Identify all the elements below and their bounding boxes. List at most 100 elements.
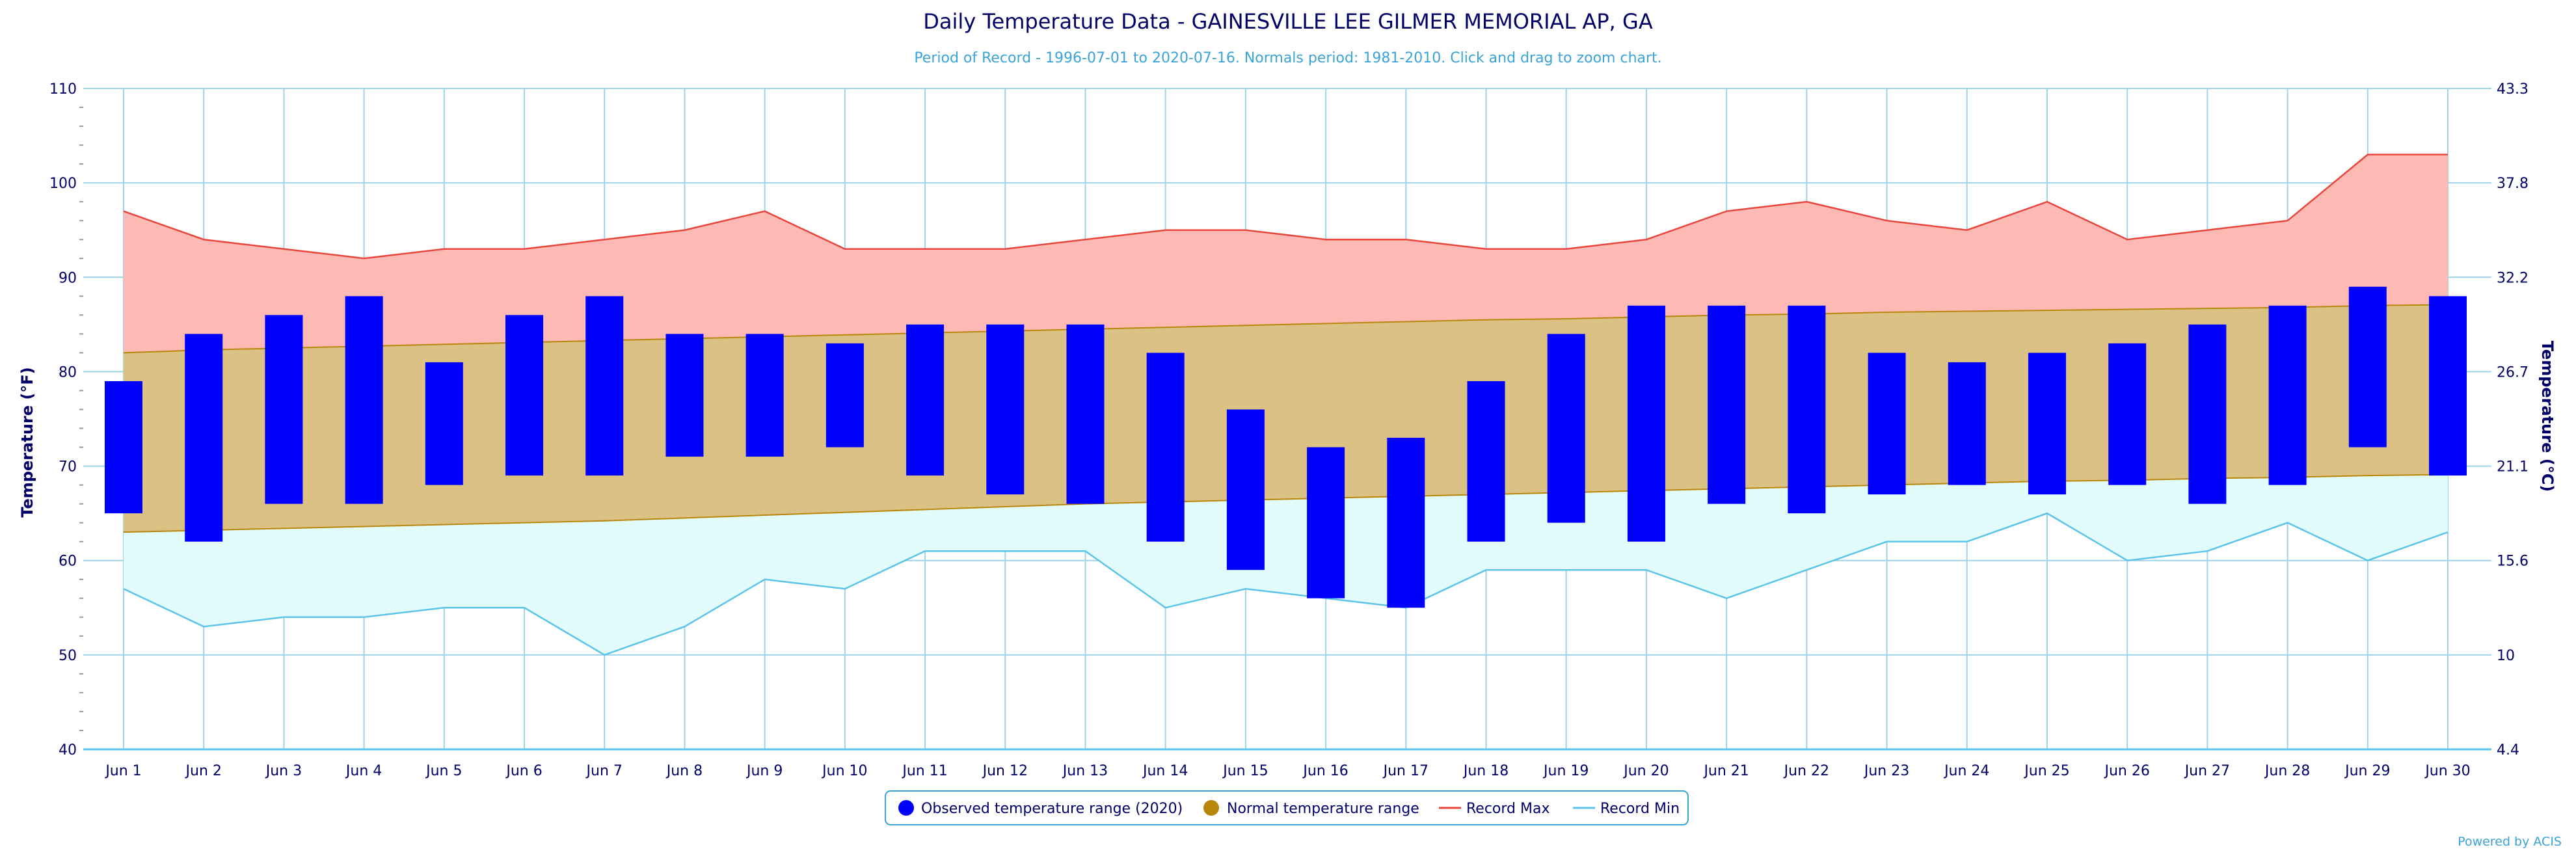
observed-bar bbox=[745, 334, 784, 457]
legend-label-observed: Observed temperature range (2020) bbox=[921, 801, 1183, 817]
x-tick-label: Jun 28 bbox=[2264, 763, 2310, 779]
observed-bar bbox=[906, 324, 945, 476]
record-max-fill bbox=[124, 154, 2448, 353]
legend-label-normal: Normal temperature range bbox=[1227, 801, 1419, 817]
x-tick-label: Jun 1 bbox=[104, 763, 141, 779]
x-tick-label: Jun 2 bbox=[185, 763, 222, 779]
observed-bar bbox=[1387, 438, 1425, 608]
observed-bar bbox=[2348, 286, 2387, 448]
legend-label-record-min: Record Min bbox=[1600, 801, 1680, 817]
observed-bar bbox=[1307, 447, 1345, 598]
x-tick-label: Jun 11 bbox=[901, 763, 947, 779]
observed-bar bbox=[505, 315, 544, 476]
chart-subtitle: Period of Record - 1996-07-01 to 2020-07… bbox=[914, 50, 1661, 66]
y-tick-label-left: 110 bbox=[49, 81, 77, 98]
x-tick-label: Jun 22 bbox=[1783, 763, 1829, 779]
x-tick-label: Jun 29 bbox=[2344, 763, 2390, 779]
x-tick-label: Jun 25 bbox=[2023, 763, 2069, 779]
legend[interactable]: Observed temperature range (2020) Normal… bbox=[885, 790, 1689, 825]
x-tick-label: Jun 10 bbox=[821, 763, 867, 779]
x-tick-label: Jun 12 bbox=[982, 763, 1028, 779]
y-axis-label-right: Temperature (°C) bbox=[2538, 341, 2556, 492]
legend-item-normal[interactable]: Normal temperature range bbox=[1203, 800, 1419, 817]
y-tick-label-left: 90 bbox=[59, 270, 77, 286]
y-tick-label-left: 40 bbox=[59, 742, 77, 758]
y-tick-label-right: 15.6 bbox=[2497, 554, 2529, 570]
x-tick-label: Jun 15 bbox=[1222, 763, 1268, 779]
legend-item-record-max[interactable]: Record Max bbox=[1439, 801, 1550, 817]
record-min-fill bbox=[124, 474, 2448, 655]
observed-bar bbox=[2108, 343, 2147, 485]
chart-title: Daily Temperature Data - GAINESVILLE LEE… bbox=[923, 9, 1653, 34]
y-tick-label-right: 32.2 bbox=[2497, 270, 2529, 286]
observed-bar bbox=[1708, 305, 1746, 504]
record-max-line bbox=[123, 154, 2448, 260]
legend-box bbox=[885, 790, 1689, 825]
x-tick-label: Jun 9 bbox=[745, 763, 783, 779]
x-tick-label: Jun 24 bbox=[1943, 763, 1989, 779]
observed-bar bbox=[1788, 305, 1826, 514]
credit-link[interactable]: Powered by ACIS bbox=[2458, 835, 2562, 849]
observed-bar bbox=[105, 381, 142, 514]
observed-bar bbox=[1948, 362, 1986, 485]
y-tick-label-right: 21.1 bbox=[2497, 459, 2529, 475]
observed-bar bbox=[825, 343, 864, 448]
observed-bar bbox=[2188, 324, 2227, 504]
legend-item-observed[interactable]: Observed temperature range (2020) bbox=[898, 800, 1183, 817]
y-tick-label-right: 10 bbox=[2497, 648, 2515, 664]
observed-bar bbox=[265, 315, 303, 504]
observed-bar bbox=[2268, 305, 2307, 485]
x-tick-label: Jun 7 bbox=[585, 763, 623, 779]
observed-bar bbox=[585, 296, 624, 476]
x-tick-label: Jun 16 bbox=[1302, 763, 1348, 779]
area-layer bbox=[123, 154, 2449, 656]
observed-bar bbox=[1547, 334, 1585, 523]
x-tick-label: Jun 6 bbox=[505, 763, 542, 779]
y-tick-label-left: 50 bbox=[59, 648, 77, 664]
x-tick-label: Jun 17 bbox=[1382, 763, 1429, 779]
normal-range-fill bbox=[124, 304, 2448, 533]
legend-label-record-max: Record Max bbox=[1466, 801, 1550, 817]
x-tick-label: Jun 5 bbox=[425, 763, 462, 779]
legend-item-record-min[interactable]: Record Min bbox=[1573, 801, 1680, 817]
observed-bar bbox=[1146, 353, 1185, 542]
observed-bars bbox=[105, 286, 2467, 608]
observed-bar bbox=[185, 334, 223, 542]
observed-bar bbox=[1467, 381, 1505, 542]
observed-bar bbox=[1226, 409, 1265, 570]
x-tick-label: Jun 18 bbox=[1462, 763, 1509, 779]
x-tick-label: Jun 20 bbox=[1622, 763, 1669, 779]
x-tick-label: Jun 19 bbox=[1542, 763, 1589, 779]
observed-bar bbox=[986, 324, 1025, 495]
observed-bar bbox=[665, 334, 704, 457]
y-tick-label-left: 100 bbox=[49, 176, 77, 192]
observed-bar bbox=[2429, 296, 2467, 476]
x-tick-label: Jun 3 bbox=[265, 763, 302, 779]
x-tick-label: Jun 8 bbox=[665, 763, 703, 779]
y-tick-label-left: 60 bbox=[59, 554, 77, 570]
x-tick-label: Jun 13 bbox=[1062, 763, 1108, 779]
y-tick-label-right: 4.4 bbox=[2497, 742, 2519, 758]
x-tick-label: Jun 14 bbox=[1142, 763, 1188, 779]
x-tick-label: Jun 30 bbox=[2424, 763, 2470, 779]
axis-layer: 40 50 60 70 80 90 100 110 4.4 10 15.6 21.1 26.7 32.2 3… bbox=[49, 81, 2529, 779]
y-tick-label-right: 26.7 bbox=[2497, 364, 2529, 381]
y-tick-label-right: 37.8 bbox=[2497, 176, 2529, 192]
observed-bar bbox=[345, 296, 383, 504]
y-tick-label-left: 80 bbox=[59, 364, 77, 381]
x-tick-label: Jun 26 bbox=[2103, 763, 2149, 779]
x-tick-label: Jun 27 bbox=[2184, 763, 2230, 779]
y-axis-label-left: Temperature (°F) bbox=[18, 367, 36, 517]
record-min-line bbox=[123, 512, 2449, 656]
observed-bar bbox=[1066, 324, 1105, 504]
x-tick-label: Jun 4 bbox=[345, 763, 382, 779]
y-tick-label-left: 70 bbox=[59, 459, 77, 475]
x-tick-label: Jun 21 bbox=[1702, 763, 1749, 779]
observed-bar bbox=[1868, 353, 1906, 495]
observed-bar bbox=[2028, 353, 2066, 495]
legend-swatch-observed bbox=[898, 800, 914, 816]
y-tick-label-right: 43.3 bbox=[2497, 81, 2529, 98]
observed-bar bbox=[1627, 305, 1665, 542]
